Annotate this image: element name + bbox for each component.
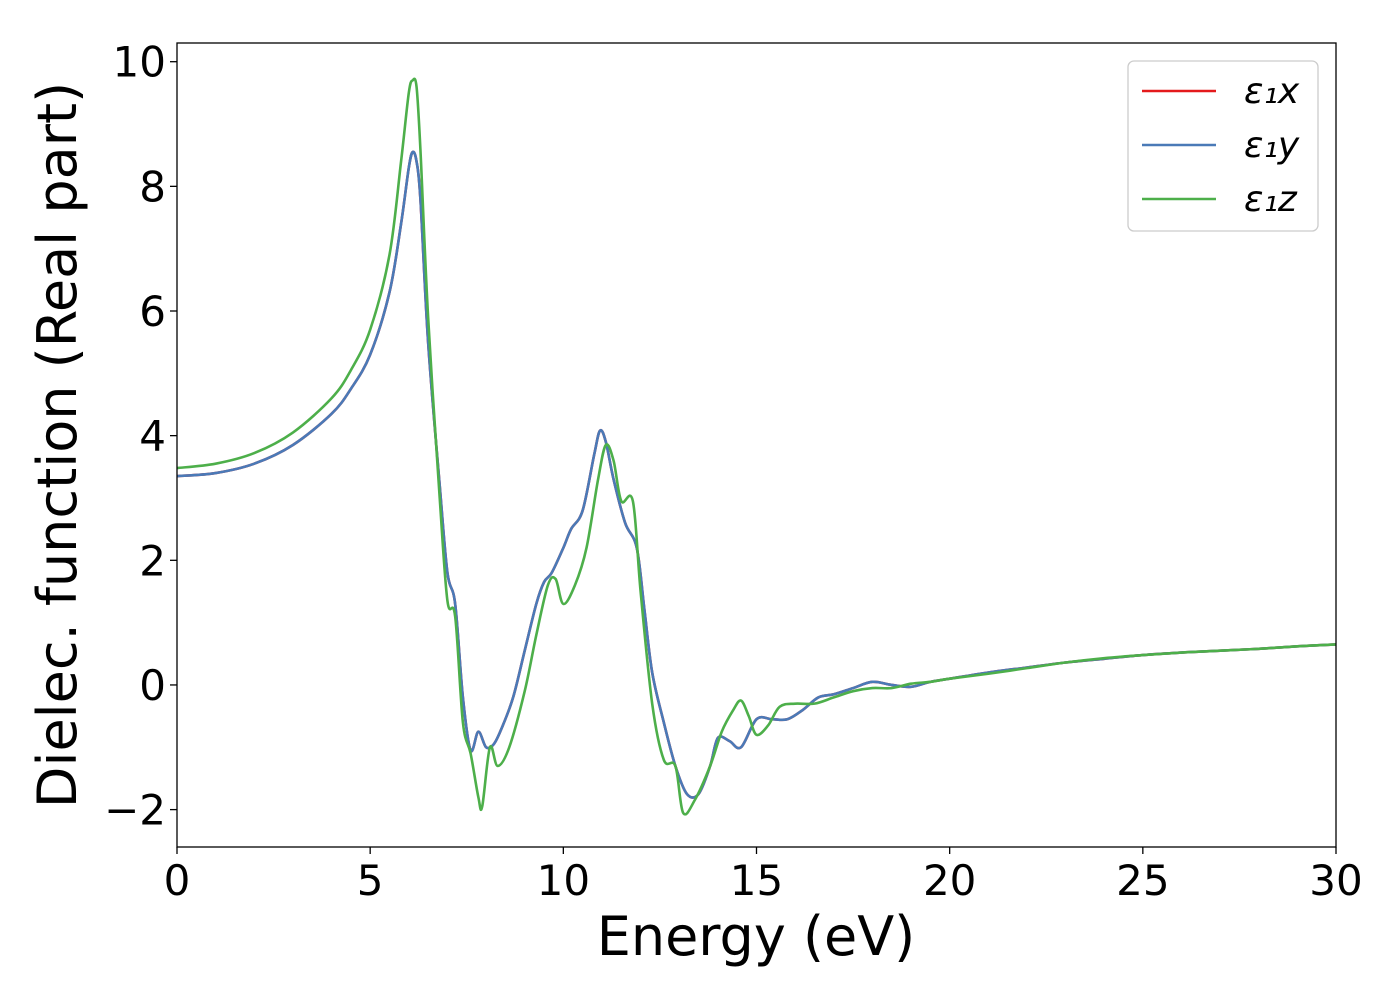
x-tick-label: 20 [923, 856, 976, 905]
y-tick-label: 2 [139, 536, 166, 585]
legend-box [1127, 60, 1319, 232]
y-tick-label: 6 [139, 287, 166, 336]
x-tick-label: 0 [164, 856, 191, 905]
legend-label: ε₁z [1244, 179, 1298, 220]
y-tick-label: 4 [139, 412, 166, 461]
y-tick-label: 8 [139, 162, 166, 211]
y-axis: −2 0 2 4 6 8 10 [104, 38, 177, 835]
y-axis-label: Dielec. function (Real part) [26, 82, 89, 808]
x-axis: 0 5 10 15 20 25 30 [164, 847, 1363, 905]
y-tick-label: 0 [139, 661, 166, 710]
x-axis-label: Energy (eV) [597, 905, 916, 968]
series-line-2 [177, 150, 1336, 799]
series-line-3 [177, 77, 1336, 816]
legend-label: ε₁y [1244, 125, 1300, 166]
legend: ε₁x ε₁y ε₁z [1127, 60, 1319, 232]
y-tick-label: 10 [113, 38, 166, 87]
x-tick-label: 25 [1116, 856, 1169, 905]
x-tick-label: 30 [1309, 856, 1362, 905]
series-layer [177, 77, 1336, 816]
x-tick-label: 5 [357, 856, 384, 905]
legend-label: ε₁x [1244, 71, 1300, 112]
y-tick-label: −2 [104, 786, 166, 835]
x-tick-label: 15 [730, 856, 783, 905]
x-tick-label: 10 [537, 856, 590, 905]
